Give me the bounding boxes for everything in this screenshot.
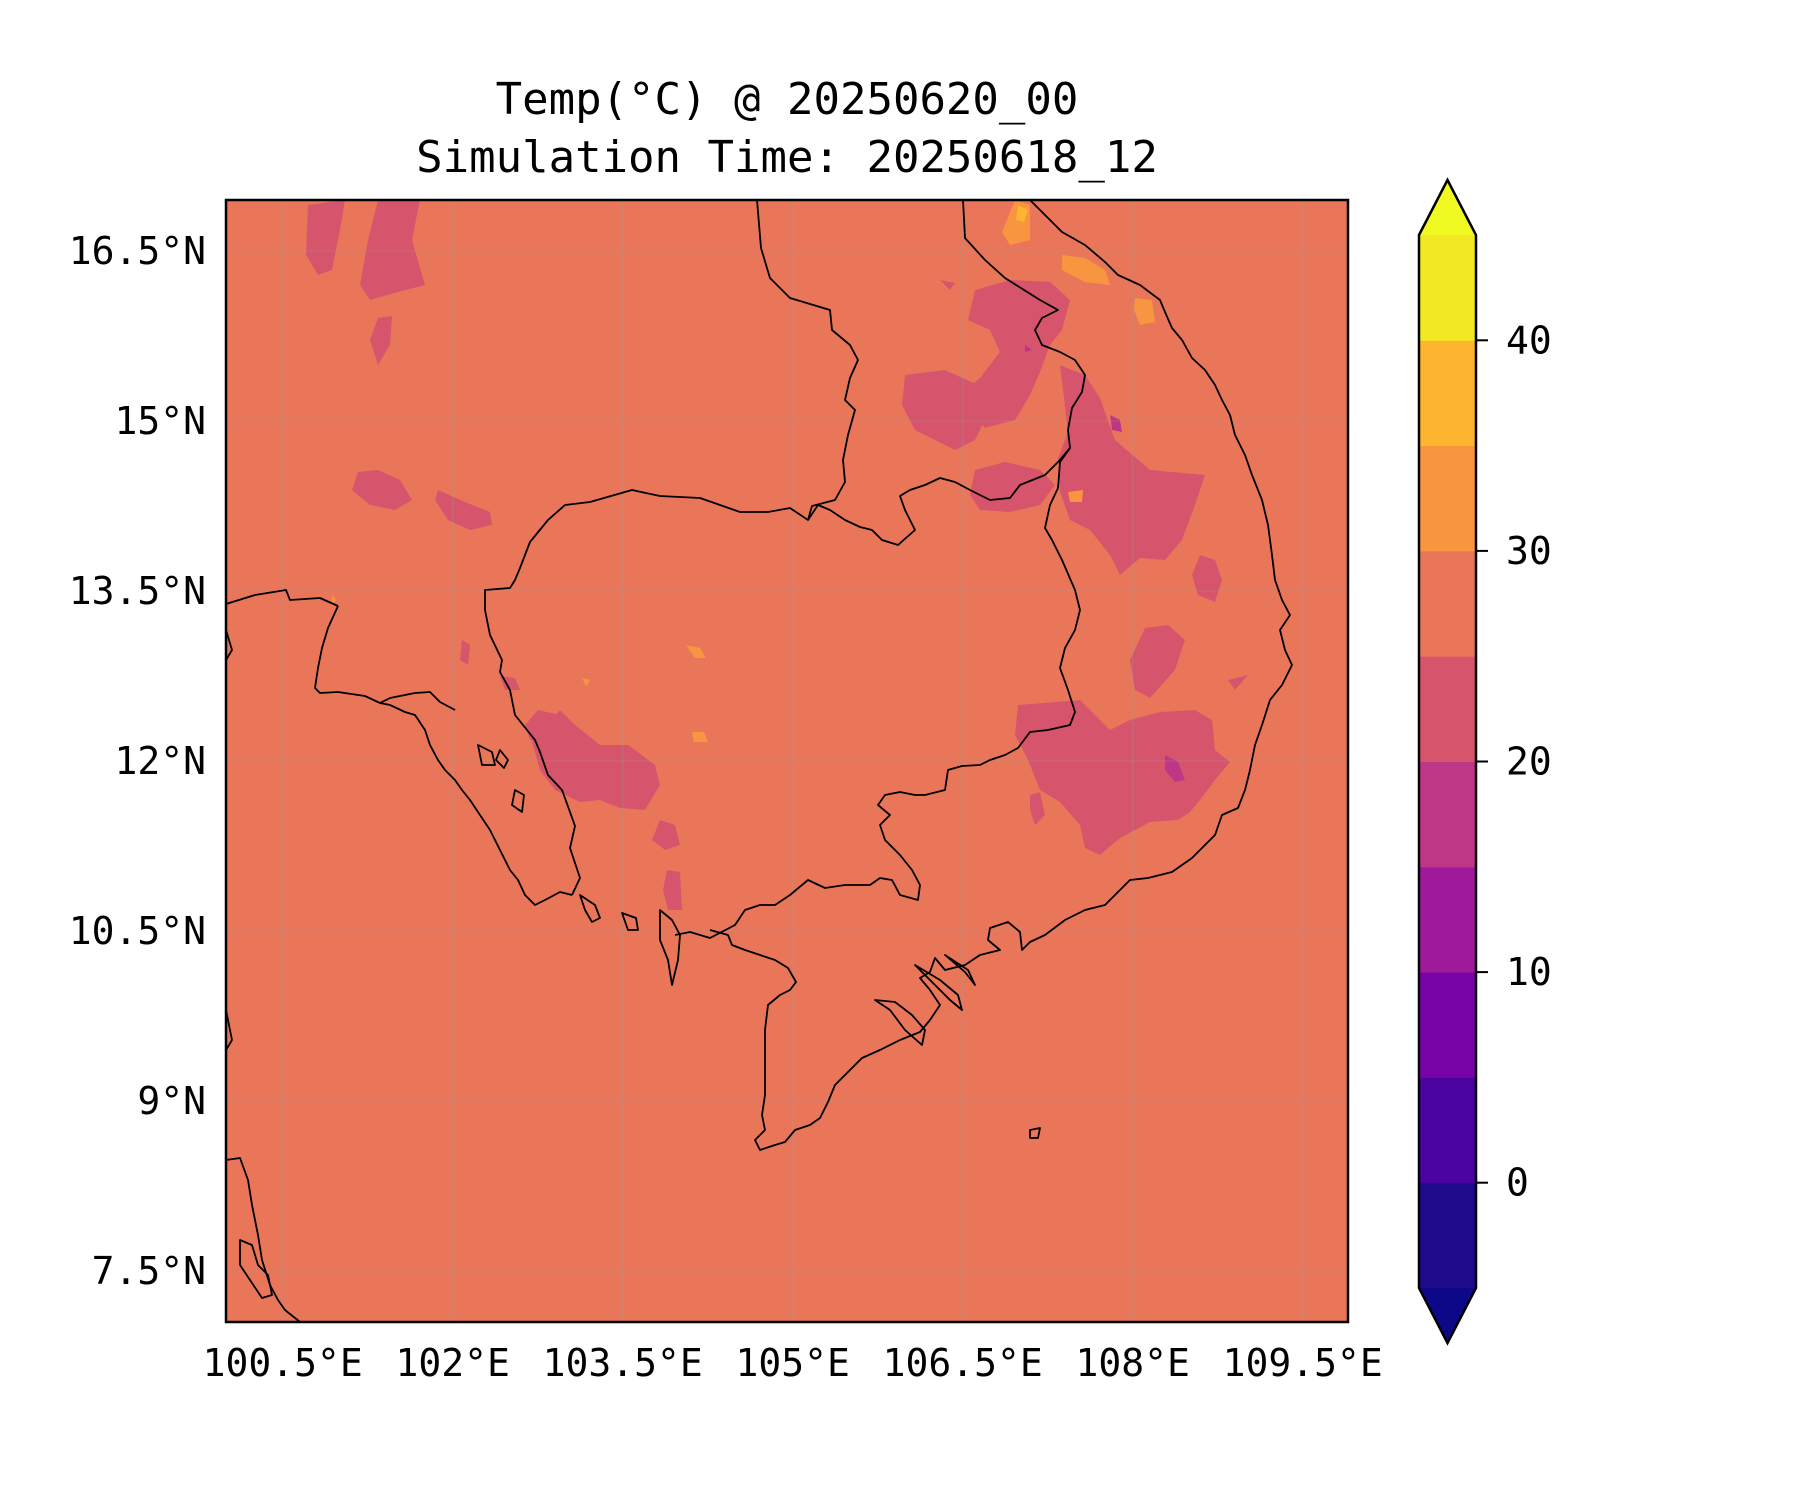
lat-tick-label: 13.5°N bbox=[69, 569, 206, 613]
temperature-contour-15-20 bbox=[1025, 345, 1185, 782]
map-subtitle: Simulation Time: 20250618_12 bbox=[416, 132, 1158, 183]
colorbar-tick-label: 0 bbox=[1506, 1161, 1529, 1205]
colorbar-segment bbox=[1419, 235, 1476, 341]
colorbar-segment bbox=[1419, 866, 1476, 973]
lon-tick-label: 100.5°E bbox=[203, 1341, 363, 1385]
colorbar-segment bbox=[1419, 972, 1476, 1078]
lon-tick-label: 108°E bbox=[1075, 1341, 1189, 1385]
lat-tick-label: 9°N bbox=[137, 1079, 206, 1123]
lat-tick-label: 12°N bbox=[114, 739, 206, 783]
lon-tick-label: 106.5°E bbox=[883, 1341, 1043, 1385]
colorbar-segment bbox=[1419, 445, 1476, 552]
colorbar-tick-label: 40 bbox=[1506, 318, 1552, 362]
lon-tick-label: 109.5°E bbox=[1223, 1341, 1383, 1385]
colorbar-segment bbox=[1419, 656, 1476, 762]
colorbar-outline bbox=[1417, 177, 1478, 1346]
map-plot-area bbox=[226, 200, 1348, 1322]
colorbar-segment bbox=[1419, 1182, 1476, 1289]
temperature-contour-20-25 bbox=[306, 200, 1248, 910]
lat-tick-label: 10.5°N bbox=[69, 909, 206, 953]
colorbar-extend-max bbox=[1419, 180, 1476, 235]
lat-tick-label: 7.5°N bbox=[92, 1249, 206, 1293]
temperature-contour-35-40 bbox=[1016, 205, 1028, 222]
colorbar-tick-label: 30 bbox=[1506, 529, 1552, 573]
colorbar-segment bbox=[1419, 550, 1476, 657]
map-gridlines bbox=[226, 200, 1348, 1322]
lon-tick-label: 102°E bbox=[395, 1341, 509, 1385]
map-title: Temp(°C) @ 20250620_00 bbox=[495, 74, 1079, 125]
map-frame bbox=[224, 198, 1350, 1324]
longitude-axis: 100.5°E 102°E 103.5°E 105°E 106.5°E 108°E 109.… bbox=[203, 1341, 1383, 1385]
colorbar-tick-label: 10 bbox=[1506, 950, 1552, 994]
coastline bbox=[226, 200, 1293, 1322]
lat-tick-label: 15°N bbox=[114, 399, 206, 443]
country-borders bbox=[226, 200, 1086, 939]
lon-tick-label: 105°E bbox=[735, 1341, 849, 1385]
colorbar-segment bbox=[1419, 761, 1476, 868]
colorbar-tick-label: 20 bbox=[1506, 740, 1552, 784]
lat-tick-label: 16.5°N bbox=[69, 229, 206, 273]
colorbar: 40 30 20 10 0 bbox=[1417, 177, 1552, 1346]
colorbar-segment bbox=[1419, 340, 1476, 447]
lon-tick-label: 103.5°E bbox=[543, 1341, 703, 1385]
latitude-axis: 16.5°N 15°N 13.5°N 12°N 10.5°N 9°N 7.5°N bbox=[69, 229, 206, 1293]
colorbar-segment bbox=[1419, 1077, 1476, 1184]
colorbar-extend-min bbox=[1419, 1288, 1476, 1343]
